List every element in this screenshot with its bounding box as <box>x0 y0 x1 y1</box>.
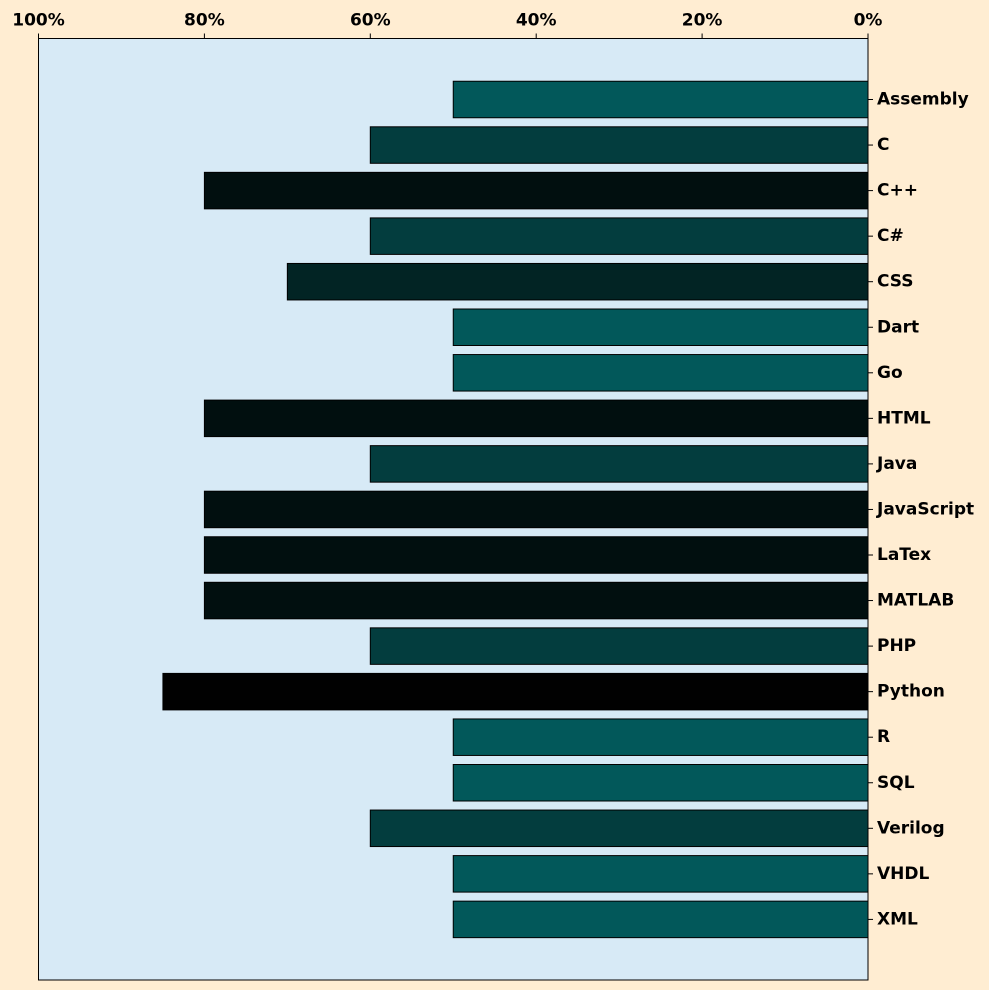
bar-python <box>162 672 869 711</box>
x-axis: 100% 80% 60% 40% 20% 0% <box>12 11 882 39</box>
bar-c <box>369 217 869 255</box>
y-tick-label-go: Go <box>877 363 903 383</box>
bar-c <box>203 171 869 210</box>
y-tick-label-latex: LaTex <box>877 545 931 565</box>
x-tick-label: 80% <box>184 11 225 31</box>
bar-r <box>452 718 869 756</box>
y-tick-label-css: CSS <box>877 272 914 292</box>
y-tick-label-sql: SQL <box>877 773 915 793</box>
bar-series <box>162 80 869 939</box>
bar-xml <box>452 900 869 939</box>
y-tick-label-python: Python <box>877 682 945 702</box>
bar-go <box>452 354 869 392</box>
y-axis: Assembly C C++ C# CSS Dart Go HTML Java JavaScrip… <box>868 90 974 929</box>
bar-dart <box>452 308 869 346</box>
y-tick-label-assembly: Assembly <box>877 90 969 110</box>
bar-vhdl <box>452 855 869 893</box>
y-tick-label-c: C++ <box>877 181 918 201</box>
bar-sql <box>452 764 869 802</box>
bar-c <box>369 126 869 164</box>
bar-javascript <box>203 490 869 529</box>
y-tick-label-java: Java <box>876 454 917 474</box>
y-tick-label-matlab: MATLAB <box>877 591 954 611</box>
y-tick-label-r: R <box>877 727 890 747</box>
y-tick-label-c: C# <box>877 226 904 246</box>
bar-latex <box>203 536 869 574</box>
y-tick-label-verilog: Verilog <box>877 818 945 838</box>
x-tick-label: 20% <box>682 11 723 31</box>
bar-assembly <box>452 80 869 119</box>
y-tick-label-html: HTML <box>877 408 931 428</box>
y-tick-label-c: C <box>877 135 889 155</box>
bar-css <box>286 262 869 301</box>
y-tick-label-javascript: JavaScript <box>876 499 974 519</box>
x-tick-label: 0% <box>854 11 883 31</box>
x-tick-label: 100% <box>12 11 65 31</box>
y-tick-label-php: PHP <box>877 636 916 656</box>
x-tick-label: 40% <box>516 11 557 31</box>
bar-php <box>369 627 869 665</box>
bar-verilog <box>369 809 869 848</box>
y-tick-label-vhdl: VHDL <box>877 864 929 884</box>
x-tick-label: 60% <box>350 11 391 31</box>
y-tick-label-xml: XML <box>877 909 918 929</box>
bar-matlab <box>203 581 869 620</box>
bar-java <box>369 445 869 483</box>
bar-html <box>203 399 869 438</box>
y-tick-label-dart: Dart <box>877 317 919 337</box>
